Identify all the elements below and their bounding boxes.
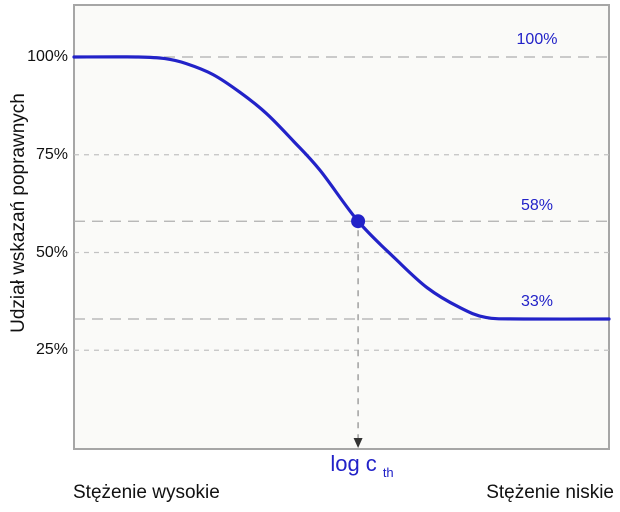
plot-area <box>73 4 610 450</box>
detection-curve <box>72 55 611 321</box>
threshold-label-main: log c <box>330 451 377 476</box>
threshold-arrowhead <box>353 438 363 448</box>
threshold-label: log c th <box>272 451 452 480</box>
threshold-point <box>351 214 366 229</box>
y-tick-75: 75% <box>35 146 68 163</box>
y-axis-title: Udział wskazań poprawnych <box>8 93 29 333</box>
annotation-label-100: 100% <box>516 31 558 48</box>
annotation-label-33: 33% <box>520 293 554 310</box>
x-axis-label-left: Stężenie wysokie <box>73 482 220 503</box>
threshold-label-subscript: th <box>382 465 394 480</box>
y-tick-50: 50% <box>35 244 68 261</box>
y-tick-25: 25% <box>35 341 68 358</box>
annotation-label-58: 58% <box>520 197 554 214</box>
x-axis-label-right: Stężenie niskie <box>486 482 614 503</box>
y-tick-100: 100% <box>27 48 68 65</box>
